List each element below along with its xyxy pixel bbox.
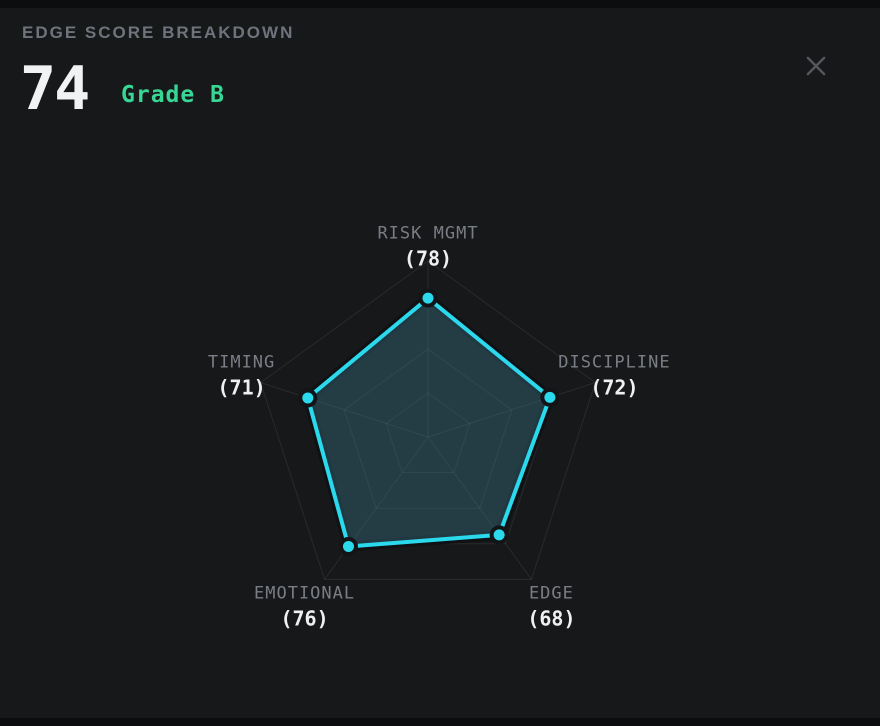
grid-ring-50 xyxy=(343,348,513,509)
radar-series-polygon xyxy=(305,296,552,549)
data-dot xyxy=(302,392,314,404)
axis-spoke xyxy=(324,436,429,580)
close-button[interactable] xyxy=(802,52,830,80)
axis-spoke xyxy=(427,382,596,438)
grid-ring-25 xyxy=(385,392,471,474)
edge-score-panel: EDGE SCORE BREAKDOWN 74 Grade B xyxy=(0,8,880,718)
close-icon xyxy=(806,56,826,76)
axis-spoke xyxy=(260,382,429,438)
grid-ring-100 xyxy=(260,260,596,580)
data-dot xyxy=(342,540,354,552)
panel-title: EDGE SCORE BREAKDOWN xyxy=(22,23,295,42)
edge-score-value: 74 xyxy=(20,54,90,124)
data-dot xyxy=(422,292,434,304)
axis-spoke xyxy=(427,436,532,580)
edge-grade-label: Grade B xyxy=(121,82,225,108)
data-dot xyxy=(544,391,556,403)
data-dot xyxy=(493,529,505,541)
